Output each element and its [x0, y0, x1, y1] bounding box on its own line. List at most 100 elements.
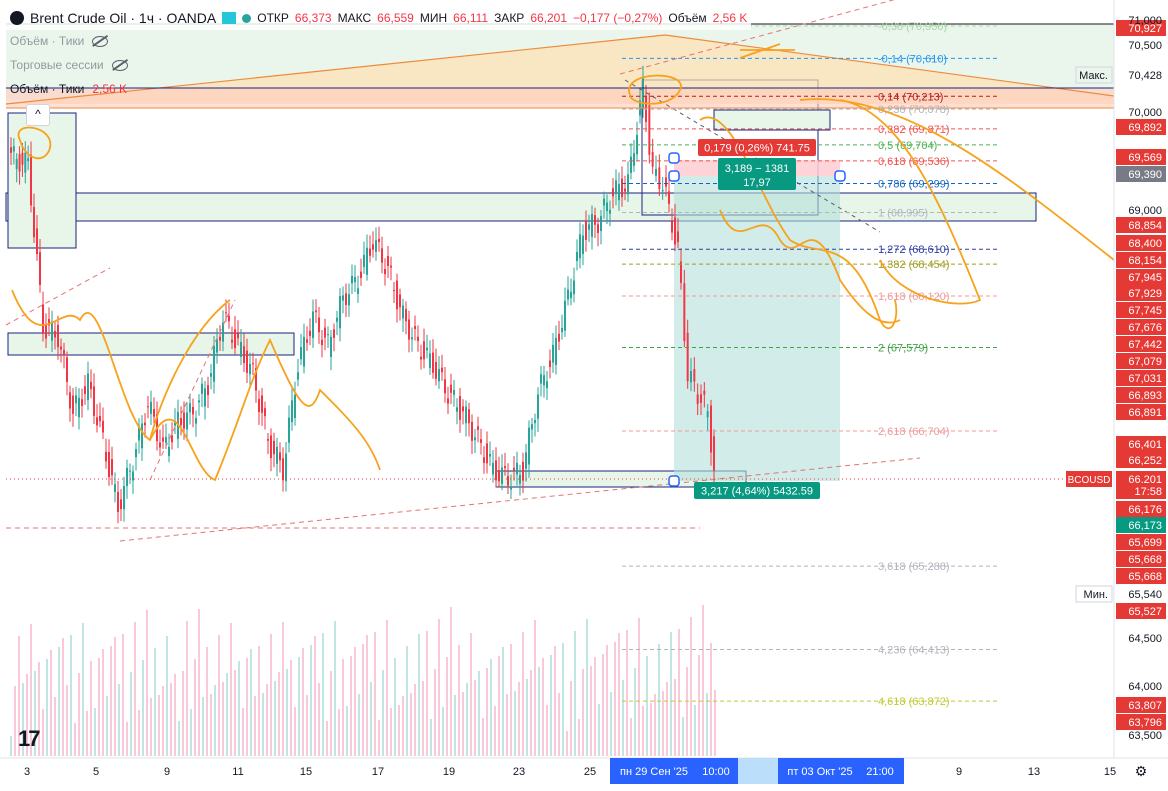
- volume-bar: [262, 693, 264, 756]
- short-position-target: [674, 176, 840, 481]
- time-tick: пн 29 Сен '25: [620, 766, 688, 778]
- volume-bar: [458, 645, 460, 756]
- price-label: 65,540: [1128, 589, 1162, 601]
- candle-body: [189, 403, 191, 413]
- price-label-bg: [1116, 501, 1166, 517]
- indicator-volume[interactable]: Объём · Тики 2,56 K: [10, 82, 127, 96]
- price-tick: 71,000: [1128, 15, 1162, 27]
- eye-hidden-icon[interactable]: [111, 59, 128, 71]
- price-label: 66,401: [1128, 439, 1162, 451]
- price-label: 17:58: [1134, 486, 1162, 498]
- volume-bar: [254, 696, 256, 756]
- volume-bar: [386, 620, 388, 756]
- zone-small-box: [713, 109, 831, 131]
- volume-bar: [450, 607, 452, 756]
- fib-level-label: -0,14 (70,610): [878, 53, 947, 65]
- volume-bar: [690, 617, 692, 756]
- volume-bar: [610, 692, 612, 756]
- volume-bar: [234, 670, 236, 756]
- candle-body: [99, 415, 101, 422]
- candle-body: [567, 289, 569, 300]
- price-label: 68,854: [1128, 220, 1162, 232]
- candle-body: [495, 460, 497, 481]
- volume-bar: [586, 619, 588, 756]
- candle-body: [108, 452, 110, 478]
- candle-body: [33, 206, 35, 238]
- settings-gear-icon[interactable]: ⚙: [1134, 763, 1148, 779]
- volume-bar: [30, 624, 32, 756]
- candle-body: [114, 484, 116, 492]
- symbol-tag: BCOUSD: [1068, 475, 1111, 486]
- volume-bar: [706, 693, 708, 756]
- freehand-curve-0: [11, 289, 381, 482]
- candle-body: [144, 422, 146, 426]
- time-tick: 9: [164, 766, 170, 778]
- candle-body: [480, 439, 482, 443]
- price-label: 65,668: [1128, 554, 1162, 566]
- candle-body: [459, 396, 461, 420]
- symbol-title[interactable]: Brent Crude Oil · 1ч · OANDA: [30, 10, 217, 26]
- volume-bar: [146, 610, 148, 756]
- volume-bar: [558, 693, 560, 756]
- volume-bar: [226, 673, 228, 756]
- volume-bar: [258, 646, 260, 756]
- candle-body: [66, 357, 68, 382]
- candle-body: [249, 363, 251, 375]
- candle-body: [174, 421, 176, 426]
- candle-body: [402, 305, 404, 319]
- candle-body: [683, 283, 686, 342]
- volume-bar: [626, 630, 628, 756]
- candle-body: [159, 442, 161, 448]
- volume-bar: [562, 643, 564, 756]
- candle-body: [627, 174, 629, 195]
- flag-icon[interactable]: [222, 12, 237, 24]
- candle-body: [282, 458, 284, 481]
- volume-bar: [106, 696, 108, 756]
- volume-bar: [14, 686, 16, 756]
- candle-body: [261, 395, 263, 413]
- candle-body: [75, 395, 77, 404]
- volume-bar: [378, 720, 380, 756]
- position-info-line2: 17,97: [743, 177, 771, 189]
- candle-body: [671, 221, 673, 233]
- candle-body: [668, 191, 670, 204]
- indicator-volume-ticks[interactable]: Объём · Тики: [10, 34, 109, 48]
- indicator-sessions[interactable]: Торговые сессии: [10, 58, 128, 72]
- volume-value: 2,56 K: [712, 11, 748, 25]
- price-label-bg: [1116, 551, 1166, 567]
- candle-body: [192, 406, 194, 415]
- volume-bar: [590, 666, 592, 756]
- candle-body: [345, 293, 347, 306]
- volume-bar: [550, 655, 552, 756]
- candle-body: [609, 209, 611, 214]
- close-value: 66,201: [530, 11, 568, 25]
- symbol-circle-icon[interactable]: [10, 11, 24, 25]
- position-risk-label: 0,179 (0,26%) 741.75: [704, 143, 810, 155]
- volume-bar: [122, 634, 124, 756]
- volume-bar: [302, 648, 304, 756]
- fib-level-label: 1 (68,995): [878, 207, 928, 219]
- volume-bar: [282, 622, 284, 756]
- candle-body: [591, 214, 593, 237]
- zone-mid-box: [7, 332, 295, 356]
- candle-body: [84, 386, 86, 395]
- candle-body: [378, 238, 380, 243]
- volume-bar: [294, 707, 296, 756]
- candle-body: [63, 349, 65, 356]
- candle-body: [483, 457, 485, 463]
- volume-bar: [362, 644, 364, 756]
- volume-bar: [382, 670, 384, 756]
- collapse-legend-button[interactable]: ^: [26, 104, 50, 126]
- fib-level-label: 0,382 (69,871): [878, 124, 950, 136]
- eye-hidden-icon[interactable]: [92, 35, 109, 47]
- position-target-label-bg: [694, 482, 820, 499]
- tradingview-logo[interactable]: 17: [18, 726, 41, 751]
- candle-body: [138, 425, 140, 441]
- candle-body: [606, 202, 608, 212]
- volume-bar: [270, 634, 272, 756]
- candle-body: [81, 399, 83, 406]
- candle-body: [339, 296, 341, 329]
- candle-body: [336, 317, 338, 322]
